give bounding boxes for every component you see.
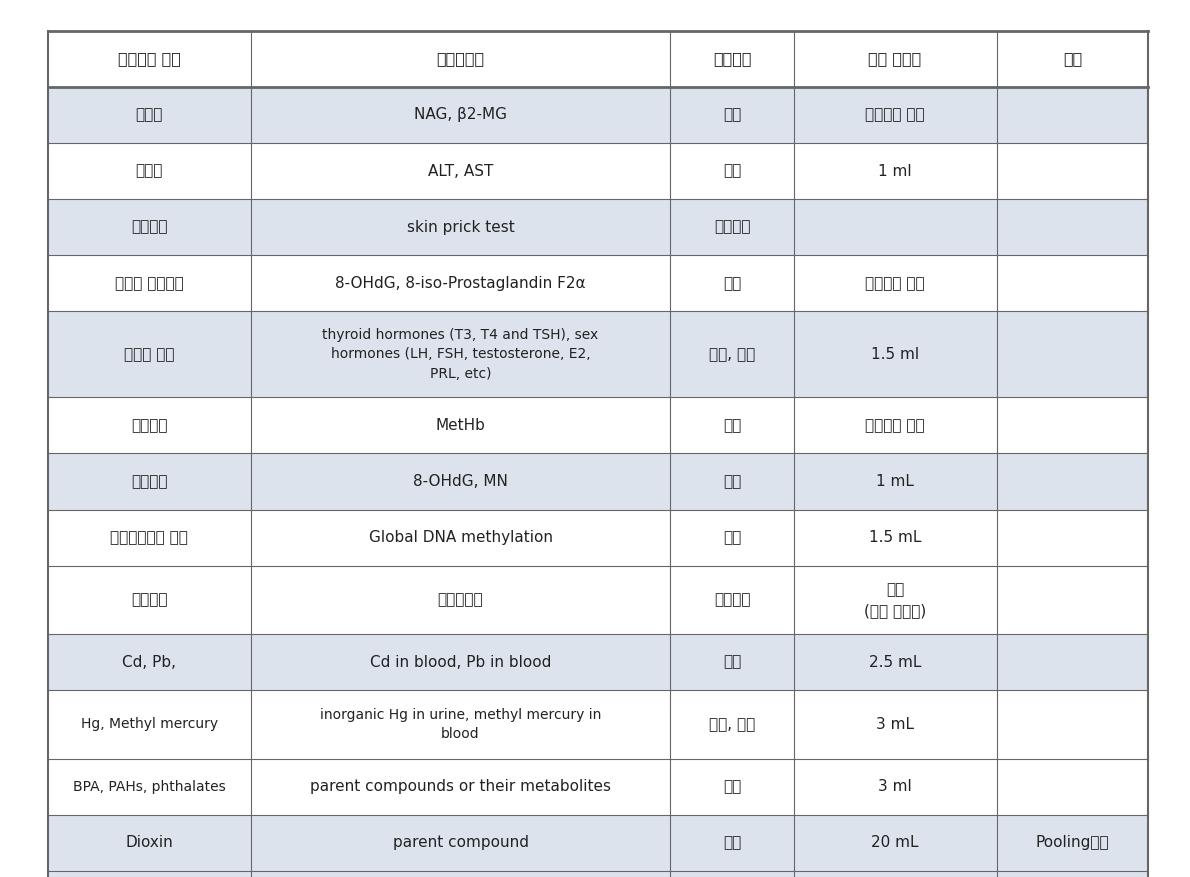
Bar (48, 510, 1148, 566)
Bar (48, 143, 1148, 199)
Text: Global DNA methylation: Global DNA methylation (369, 530, 552, 545)
Text: 피부감작: 피부감작 (714, 219, 750, 235)
Text: 1.5 mL: 1.5 mL (869, 530, 921, 545)
Text: 내분비 기능: 내분비 기능 (124, 346, 175, 362)
Text: 생물학적 영향: 생물학적 영향 (118, 51, 181, 67)
Bar (48, 397, 1148, 453)
Text: BPA, PAHs, phthalates: BPA, PAHs, phthalates (73, 780, 225, 794)
Bar (48, 566, 1148, 634)
Text: Pooling활용: Pooling활용 (1035, 835, 1109, 851)
Text: thyroid hormones (T3, T4 and TSH), sex
hormones (LH, FSH, testosterone, E2,
PRL,: thyroid hormones (T3, T4 and TSH), sex h… (322, 328, 599, 381)
Bar (48, 453, 1148, 510)
Text: 8-OHdG, MN: 8-OHdG, MN (413, 474, 508, 489)
Text: 소변: 소변 (722, 107, 741, 123)
Text: ALT, AST: ALT, AST (428, 163, 493, 179)
Text: 검사여부 미정: 검사여부 미정 (865, 275, 925, 291)
Text: NAG, β2-MG: NAG, β2-MG (414, 107, 507, 123)
Text: 3 ml: 3 ml (878, 779, 912, 795)
Text: 생체시료: 생체시료 (714, 592, 750, 608)
Text: 생체시료: 생체시료 (713, 51, 751, 67)
Text: 내적용량: 내적용량 (131, 592, 168, 608)
Text: parent compound: parent compound (393, 835, 528, 851)
Text: 검사여부 미정: 검사여부 미정 (865, 417, 925, 433)
Text: 3 mL: 3 mL (876, 717, 914, 732)
Text: 소변, 혁액: 소변, 혁액 (709, 717, 756, 732)
Text: 혁액: 혁액 (722, 835, 741, 851)
Text: 1 mL: 1 mL (876, 474, 914, 489)
Text: Cd, Pb,: Cd, Pb, (123, 654, 176, 670)
Bar (48, 311, 1148, 397)
Text: 1 ml: 1 ml (878, 163, 912, 179)
Text: 저산소증: 저산소증 (131, 417, 168, 433)
Text: Cd in blood, Pb in blood: Cd in blood, Pb in blood (370, 654, 551, 670)
Bar (48, 634, 1148, 690)
Text: 2.5 mL: 2.5 mL (869, 654, 921, 670)
Text: MetHb: MetHb (436, 417, 486, 433)
Text: 검사여부 미정: 검사여부 미정 (865, 107, 925, 123)
Text: 신독성: 신독성 (136, 107, 163, 123)
Bar (48, 871, 1148, 877)
Text: inorganic Hg in urine, methyl mercury in
blood: inorganic Hg in urine, methyl mercury in… (320, 708, 601, 741)
Text: Hg, Methyl mercury: Hg, Methyl mercury (81, 717, 218, 731)
Text: 바이오마커: 바이오마커 (438, 592, 483, 608)
Text: 비고: 비고 (1063, 51, 1082, 67)
Text: 유전독성: 유전독성 (131, 474, 168, 489)
Text: 혁액: 혁액 (722, 417, 741, 433)
Text: 혁액: 혁액 (722, 474, 741, 489)
Text: 산화적 스트레스: 산화적 스트레스 (114, 275, 183, 291)
Text: 8-OHdG, 8-iso-Prostaglandin F2α: 8-OHdG, 8-iso-Prostaglandin F2α (336, 275, 585, 291)
Bar (48, 255, 1148, 311)
Text: 소변: 소변 (722, 779, 741, 795)
Bar (48, 690, 1148, 759)
Text: 혁액, 소변: 혁액, 소변 (709, 346, 756, 362)
Bar (48, 199, 1148, 255)
Text: parent compounds or their metabolites: parent compounds or their metabolites (311, 779, 610, 795)
Text: 20 mL: 20 mL (871, 835, 919, 851)
Text: 바이오마커: 바이오마커 (437, 51, 484, 67)
Text: skin prick test: skin prick test (407, 219, 514, 235)
Text: 혁액: 혁액 (722, 163, 741, 179)
Bar (48, 31, 1148, 87)
Bar (48, 815, 1148, 871)
Bar (48, 759, 1148, 815)
Text: 면역독성: 면역독성 (131, 219, 168, 235)
Text: 후성유전학적 영향: 후성유전학적 영향 (111, 530, 188, 545)
Text: 소변: 소변 (722, 275, 741, 291)
Text: 전혁 소요량: 전혁 소요량 (869, 51, 922, 67)
Bar (48, 87, 1148, 143)
Text: 비고
(전혁 소요량): 비고 (전혁 소요량) (864, 581, 926, 618)
Text: 1.5 ml: 1.5 ml (871, 346, 919, 362)
Text: Dioxin: Dioxin (125, 835, 173, 851)
Text: 혁액: 혁액 (722, 654, 741, 670)
Text: 혁액: 혁액 (722, 530, 741, 545)
Text: 간독성: 간독성 (136, 163, 163, 179)
